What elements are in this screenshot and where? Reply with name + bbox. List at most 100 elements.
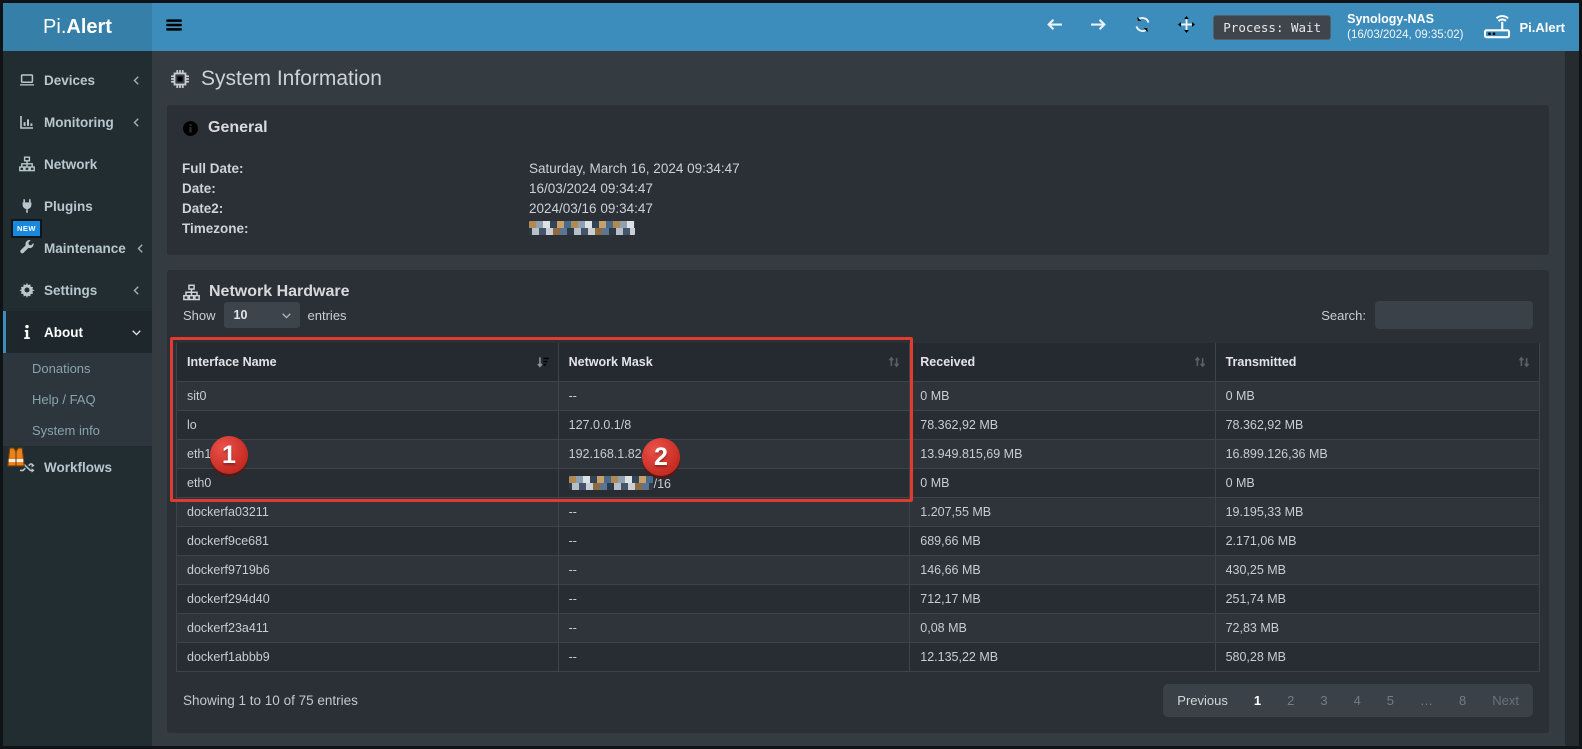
sidebar-item-about[interactable]: About [3,311,152,353]
page-button-1[interactable]: 1 [1253,693,1262,708]
entries-label: entries [307,307,347,323]
cell-network-mask: -- [557,584,911,614]
sidebar-item-network[interactable]: Network [3,143,152,185]
cell-interface-name: lo [176,410,559,440]
nav-back-button[interactable] [1046,16,1063,38]
cell-transmitted: 19.195,33 MB [1214,497,1541,527]
general-label: Timezone: [182,221,249,236]
show-label: Show [183,307,216,323]
sidebar: Devices Monitoring Network Plugins NEW Mainte… [3,51,152,746]
sort-both-icon [1193,355,1207,369]
table-row: dockerfa03211 -- 1.207,55 MB 19.195,33 MB [176,497,1541,527]
chevron-left-icon [131,75,142,86]
general-row: Date2: 2024/03/16 09:34:47 [182,199,1534,219]
info-icon [19,324,35,340]
sidebar-subitem-help-faq[interactable]: Help / FAQ [32,392,96,407]
cell-received: 78.362,92 MB [909,410,1216,440]
sidebar-toggle-button[interactable] [152,16,196,39]
table-row: sit0 -- 0 MB 0 MB [176,381,1541,411]
search-label: Search: [1321,307,1366,323]
microchip-icon [169,68,191,90]
general-value: 2024/03/16 09:34:47 [529,201,653,216]
app-logo[interactable]: Pi.Alert [3,3,152,51]
sidebar-subitem-donations[interactable]: Donations [32,361,91,376]
cell-network-mask: -- [557,555,911,585]
sidebar-item-settings[interactable]: Settings [3,269,152,311]
fullscreen-move-button[interactable] [1178,16,1195,38]
device-info: Synology-NAS (16/03/2024, 09:35:02) [1347,11,1463,43]
table-row: dockerf294d40 -- 712,17 MB 251,74 MB [176,584,1541,614]
scrollbar-gutter[interactable] [1565,51,1579,746]
cell-interface-name: eth0 [176,468,559,498]
table-row: dockerf9719b6 -- 146,66 MB 430,25 MB [176,555,1541,585]
sidebar-submenu: Donations Help / FAQ System info [3,353,152,446]
general-value: Saturday, March 16, 2024 09:34:47 [529,161,740,176]
column-header-network-mask[interactable]: Network Mask [557,343,911,382]
cell-transmitted: 16.899.126,36 MB [1214,439,1541,469]
sidebar-item-label: Monitoring [44,114,114,130]
wrench-icon [19,240,35,256]
nav-forward-button[interactable] [1090,16,1107,38]
network-hardware-table: Interface Name Network Mask Received Tra… [176,343,1541,672]
info-circle-icon [182,120,199,137]
page-button-3[interactable]: 3 [1320,693,1328,708]
process-status-badge: Process: Wait [1213,14,1332,40]
cell-network-mask: -- [557,642,911,672]
page-button-4[interactable]: 4 [1353,693,1361,708]
page-length-select[interactable]: 10 [223,302,300,328]
general-row: Timezone: [182,219,1534,239]
column-header-interface-name[interactable]: Interface Name [176,343,559,382]
table-wrap: Interface Name Network Mask Received Tra… [170,337,1541,672]
sidebar-item-plugins[interactable]: Plugins [3,185,152,227]
general-label: Full Date: [182,161,244,176]
sidebar-item-maintenance[interactable]: NEW Maintenance [3,219,152,269]
sidebar-item-workflows[interactable]: Workflows [3,446,152,488]
logo-text: Pi.Alert [43,15,112,38]
sidebar-item-monitoring[interactable]: Monitoring [3,101,152,143]
cell-received: 712,17 MB [909,584,1216,614]
sitemap-icon [19,156,35,172]
sidebar-subitem-system-info[interactable]: System info [32,423,100,438]
cell-received: 0 MB [909,381,1216,411]
cell-transmitted: 430,25 MB [1214,555,1541,585]
cell-network-mask: -- [557,613,911,643]
new-badge: NEW [11,219,42,238]
pialert-app: Pi.Alert Process: Wait Synology-NAS (16/… [3,3,1579,746]
laptop-icon [19,72,35,88]
cell-interface-name: dockerf9ce681 [176,526,559,556]
hamburger-icon [165,16,183,39]
cell-network-mask: /16 [557,468,911,498]
general-label: Date: [182,181,216,196]
censored-network-mask [568,475,653,490]
cell-received: 0 MB [909,468,1216,498]
table-header-row: Interface Name Network Mask Received Tra… [176,343,1541,382]
page-button-5[interactable]: 5 [1386,693,1395,708]
column-header-transmitted[interactable]: Transmitted [1214,343,1541,382]
table-row: dockerf1abbb9 -- 12.135,22 MB 580,28 MB [176,642,1541,672]
general-row: Full Date: Saturday, March 16, 2024 09:34… [182,159,1534,179]
cell-transmitted: 0 MB [1214,381,1541,411]
search-input[interactable] [1375,301,1533,329]
page-button-next[interactable]: Next [1492,693,1519,708]
sidebar-item-devices[interactable]: Devices [3,59,152,101]
sidebar-item-label: Maintenance [44,240,126,256]
refresh-button[interactable] [1134,16,1151,38]
cell-network-mask: -- [557,381,911,411]
sidebar-item-label: Settings [44,282,98,298]
cell-received: 146,66 MB [909,555,1216,585]
arrow-left-icon [1046,16,1063,38]
page-button-[interactable]: … [1420,693,1434,708]
column-header-received[interactable]: Received [909,343,1216,382]
page-button-previous[interactable]: Previous [1177,693,1228,708]
main-content: System Information General Full Date: Sat… [152,51,1579,746]
general-value: 16/03/2024 09:34:47 [529,181,653,196]
table-row: lo 127.0.0.1/8 78.362,92 MB 78.362,92 MB [176,410,1541,440]
cell-network-mask: 127.0.0.1/8 [557,410,911,440]
cell-received: 12.135,22 MB [909,642,1216,672]
sidebar-item-label: Plugins [44,198,93,214]
brand-label[interactable]: Pi.Alert [1519,19,1565,35]
page-button-2[interactable]: 2 [1287,693,1295,708]
cell-interface-name: dockerf294d40 [176,584,559,614]
page-button-8[interactable]: 8 [1459,693,1467,708]
cell-transmitted: 251,74 MB [1214,584,1541,614]
